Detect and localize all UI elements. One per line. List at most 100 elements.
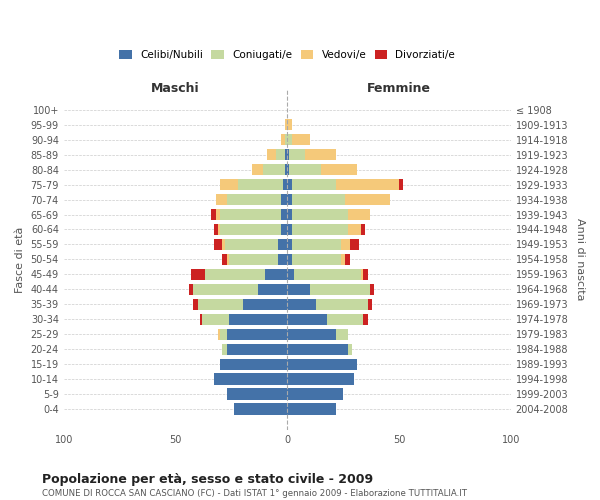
Bar <box>287 134 292 145</box>
Bar <box>220 358 287 370</box>
Bar <box>227 344 287 355</box>
Bar <box>341 239 350 250</box>
Bar <box>214 224 218 235</box>
Bar <box>227 388 287 400</box>
Text: Maschi: Maschi <box>151 82 200 95</box>
Bar <box>346 254 350 265</box>
Bar <box>233 404 287 414</box>
Bar <box>285 164 287 175</box>
Bar <box>216 209 220 220</box>
Bar <box>198 298 242 310</box>
Bar <box>292 239 341 250</box>
Bar <box>287 164 289 175</box>
Y-axis label: Anni di nascita: Anni di nascita <box>575 218 585 300</box>
Bar <box>202 314 229 325</box>
Bar <box>292 224 347 235</box>
Bar <box>287 209 292 220</box>
Bar <box>223 239 224 250</box>
Bar <box>281 134 285 145</box>
Bar <box>227 254 229 265</box>
Bar <box>287 239 292 250</box>
Bar <box>281 224 287 235</box>
Bar <box>287 298 316 310</box>
Bar <box>287 269 294 280</box>
Bar <box>258 284 287 295</box>
Bar <box>292 209 347 220</box>
Bar <box>287 194 292 205</box>
Bar <box>285 119 287 130</box>
Text: Femmine: Femmine <box>367 82 431 95</box>
Bar <box>363 269 368 280</box>
Bar <box>281 209 287 220</box>
Bar <box>370 284 374 295</box>
Bar <box>278 239 287 250</box>
Bar <box>278 254 287 265</box>
Bar <box>227 194 281 205</box>
Bar <box>276 149 285 160</box>
Bar <box>223 344 227 355</box>
Bar <box>363 314 368 325</box>
Bar <box>287 284 310 295</box>
Bar <box>292 194 346 205</box>
Bar <box>328 314 363 325</box>
Bar <box>265 269 287 280</box>
Bar <box>341 254 346 265</box>
Bar <box>211 209 216 220</box>
Bar <box>220 209 281 220</box>
Bar <box>289 164 321 175</box>
Bar <box>305 149 337 160</box>
Bar <box>263 164 285 175</box>
Bar <box>281 194 287 205</box>
Bar <box>285 134 287 145</box>
Text: COMUNE DI ROCCA SAN CASCIANO (FC) - Dati ISTAT 1° gennaio 2009 - Elaborazione TU: COMUNE DI ROCCA SAN CASCIANO (FC) - Dati… <box>42 489 467 498</box>
Bar <box>350 239 359 250</box>
Bar <box>287 358 356 370</box>
Bar <box>285 149 287 160</box>
Bar <box>242 298 287 310</box>
Bar <box>283 179 287 190</box>
Bar <box>287 314 328 325</box>
Bar <box>216 194 227 205</box>
Bar <box>251 164 263 175</box>
Bar <box>193 298 198 310</box>
Bar <box>368 298 372 310</box>
Bar <box>346 194 390 205</box>
Bar <box>191 269 205 280</box>
Bar <box>218 328 220 340</box>
Bar <box>292 134 310 145</box>
Bar <box>347 344 352 355</box>
Bar <box>267 149 276 160</box>
Bar <box>218 224 220 235</box>
Bar <box>287 254 292 265</box>
Bar <box>399 179 403 190</box>
Bar <box>287 374 354 384</box>
Bar <box>229 314 287 325</box>
Bar <box>189 284 193 295</box>
Bar <box>287 388 343 400</box>
Bar <box>292 254 341 265</box>
Bar <box>337 179 399 190</box>
Bar <box>287 328 337 340</box>
Bar <box>310 284 370 295</box>
Bar <box>214 374 287 384</box>
Bar <box>294 269 361 280</box>
Bar <box>205 269 265 280</box>
Text: Popolazione per età, sesso e stato civile - 2009: Popolazione per età, sesso e stato civil… <box>42 472 373 486</box>
Bar <box>287 149 289 160</box>
Bar <box>292 179 337 190</box>
Bar <box>220 224 281 235</box>
Bar <box>316 298 368 310</box>
Bar <box>287 224 292 235</box>
Bar <box>287 344 347 355</box>
Bar <box>287 404 337 414</box>
Y-axis label: Fasce di età: Fasce di età <box>15 226 25 292</box>
Bar <box>227 328 287 340</box>
Bar <box>220 328 227 340</box>
Bar <box>289 149 305 160</box>
Bar <box>193 284 258 295</box>
Bar <box>214 239 223 250</box>
Bar <box>287 119 292 130</box>
Bar <box>321 164 356 175</box>
Bar <box>229 254 278 265</box>
Legend: Celibi/Nubili, Coniugati/e, Vedovi/e, Divorziati/e: Celibi/Nubili, Coniugati/e, Vedovi/e, Di… <box>115 46 459 64</box>
